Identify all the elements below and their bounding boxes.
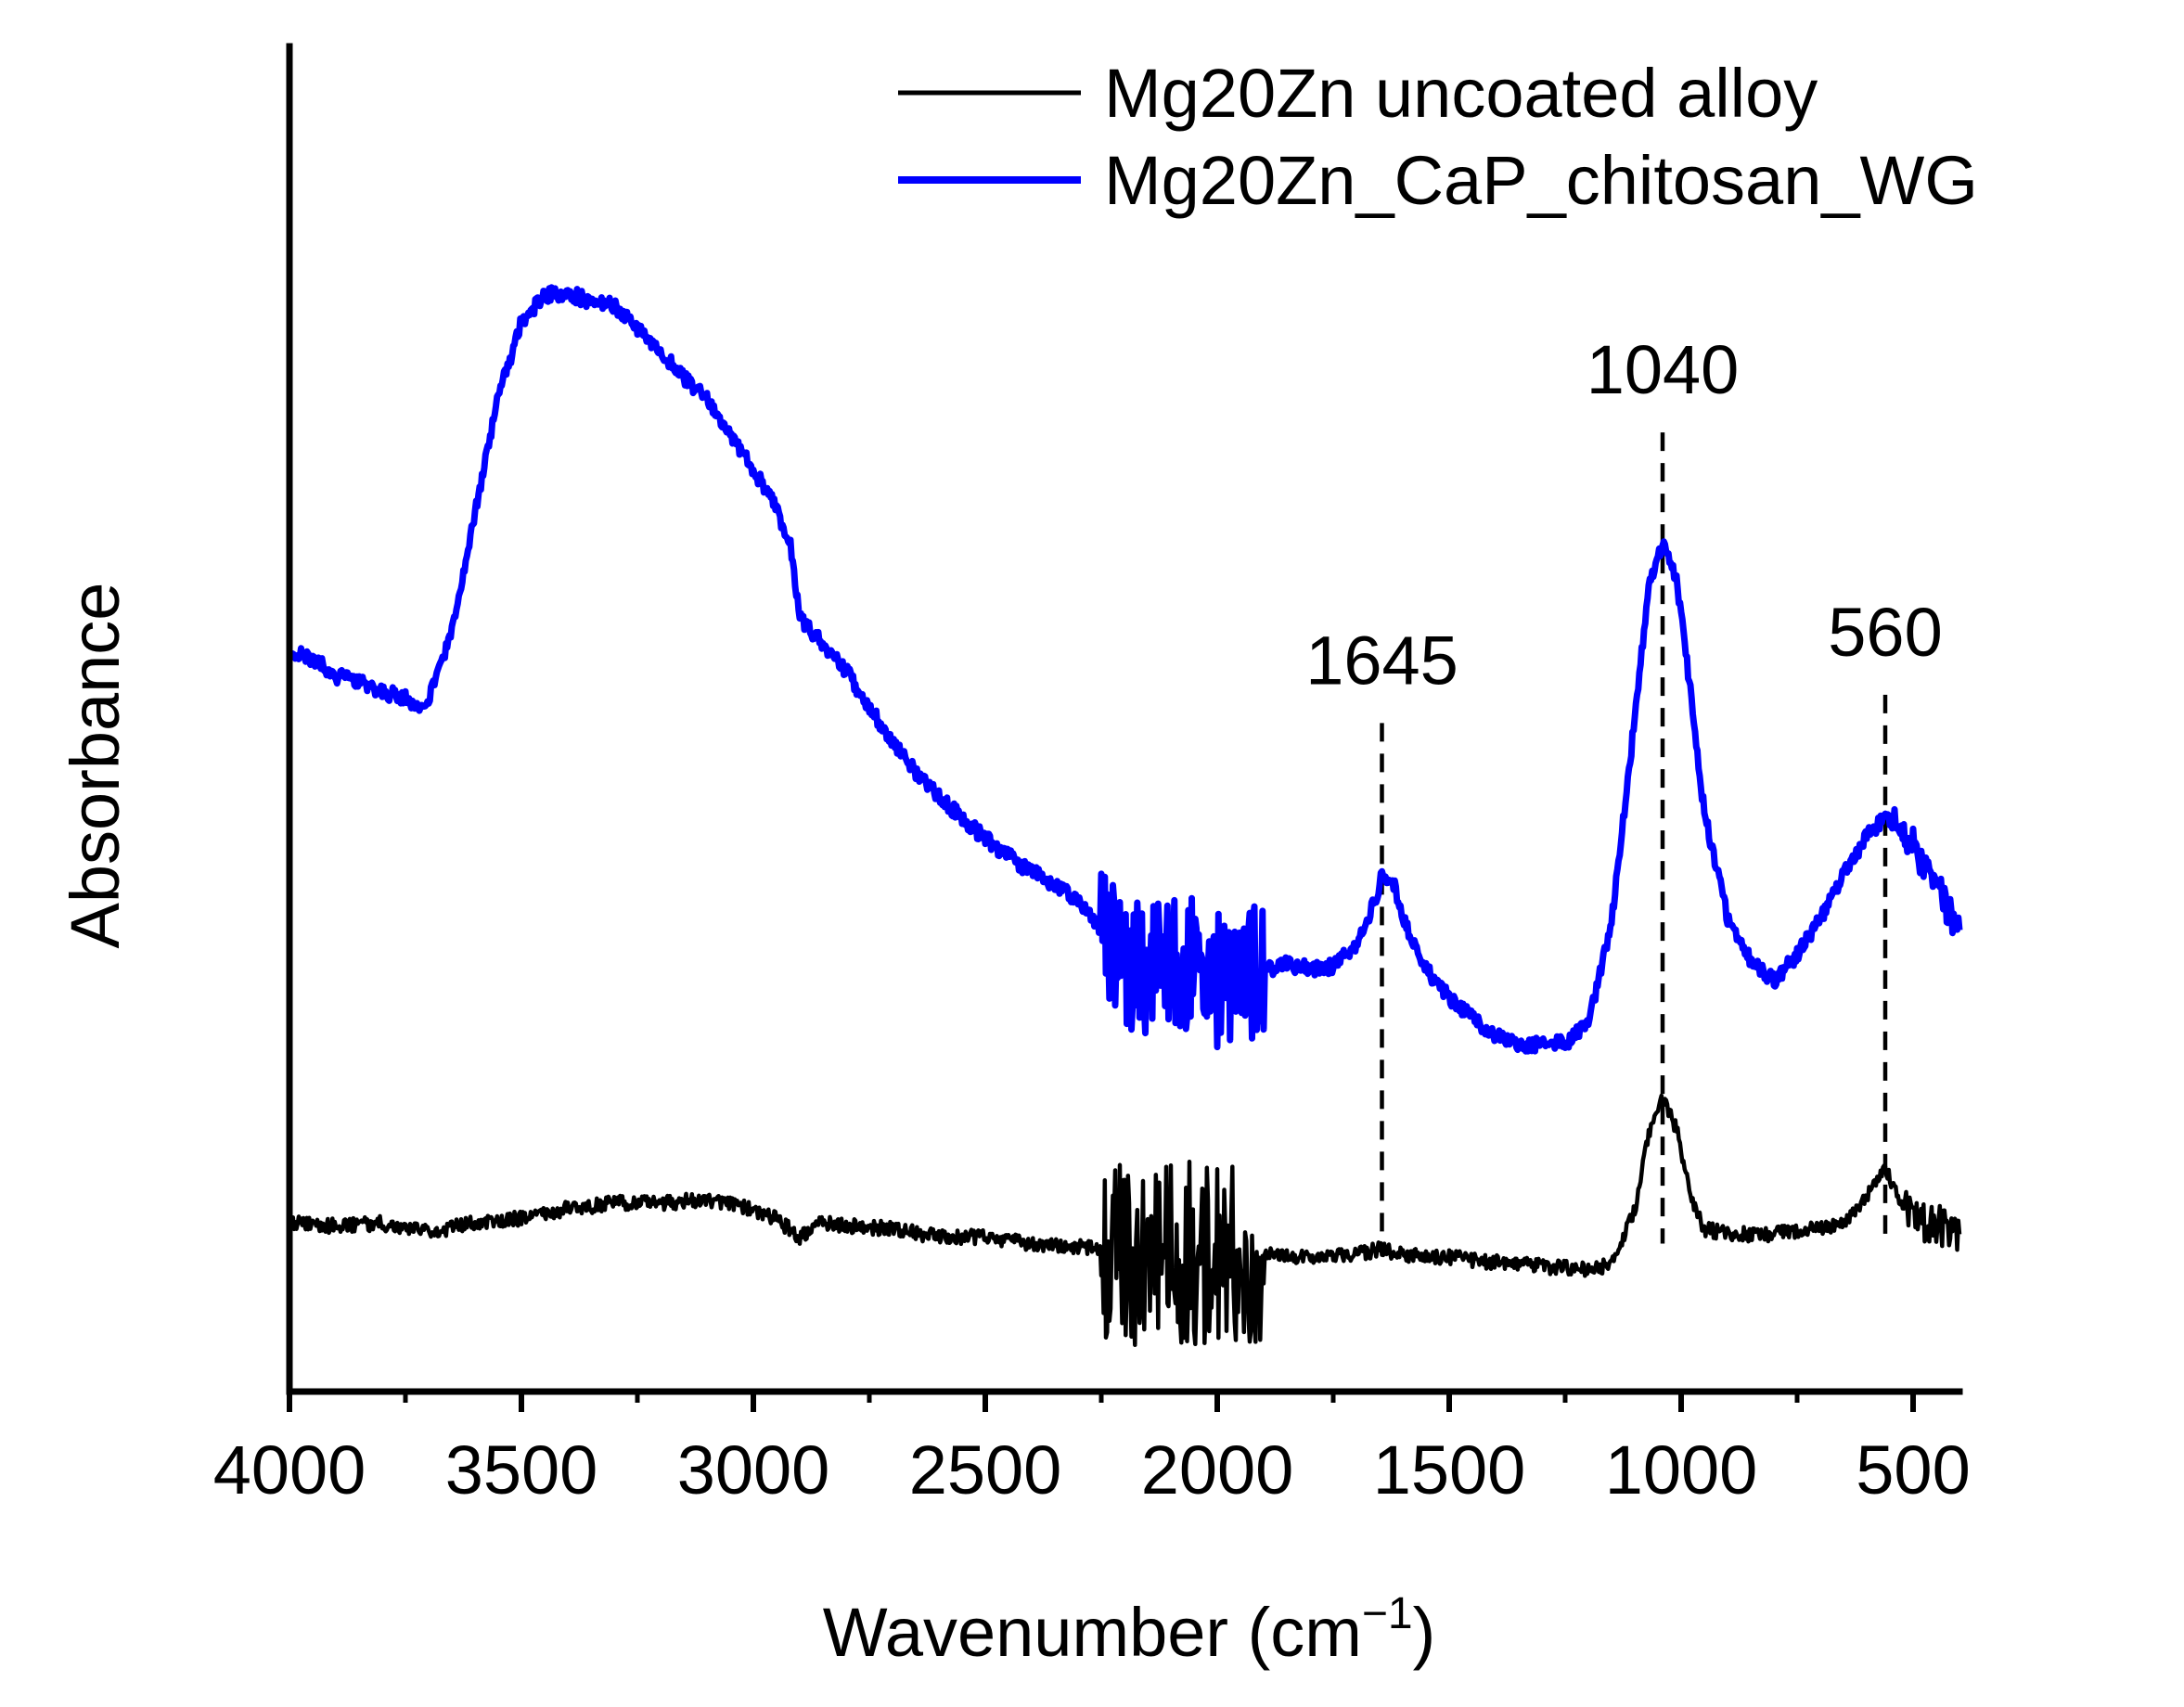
peak-annotations: 1645 1040 560 (1305, 331, 1943, 1244)
legend-label-coated-alloy: Mg20Zn_CaP_chitosan_WG (1104, 142, 1978, 219)
x-axis-title-main: Wavenumber (cm (823, 1594, 1362, 1671)
legend-label-uncoated-alloy: Mg20Zn uncoated alloy (1104, 55, 1818, 132)
x-tick-label: 2000 (1141, 1431, 1294, 1508)
x-ticks: 4000 3500 3000 2500 2000 1500 1000 500 (213, 1392, 1971, 1508)
x-tick-label: 1500 (1373, 1431, 1526, 1508)
peak-label-1040: 1040 (1587, 331, 1740, 408)
peak-label-560: 560 (1828, 594, 1942, 671)
x-axis-title-superscript: −1 (1362, 1589, 1413, 1638)
x-tick-label: 3500 (445, 1431, 598, 1508)
legend: Mg20Zn uncoated alloy Mg20Zn_CaP_chitosan… (898, 55, 1978, 219)
x-tick-label: 1000 (1605, 1431, 1758, 1508)
x-tick-label: 4000 (213, 1431, 366, 1508)
x-axis-title-close: ) (1413, 1594, 1436, 1671)
x-tick-label: 2500 (909, 1431, 1062, 1508)
series-line-coated-alloy (286, 284, 1963, 1055)
x-tick-label: 3000 (677, 1431, 830, 1508)
plot-area: 1645 1040 560 (286, 284, 1963, 1347)
peak-label-1645: 1645 (1305, 622, 1458, 699)
y-axis-title: Absorbance (57, 583, 134, 949)
x-tick-label: 500 (1856, 1431, 1970, 1508)
series-layer (286, 284, 1963, 1347)
x-axis-title: Wavenumber (cm−1) (823, 1589, 1436, 1671)
series-line-uncoated-alloy (287, 1093, 1962, 1347)
